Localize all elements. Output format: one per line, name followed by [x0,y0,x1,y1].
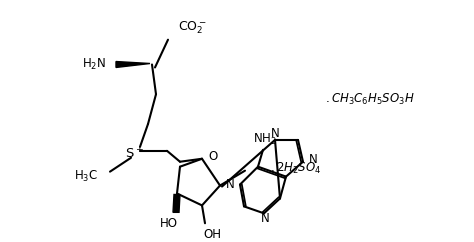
Text: $\mathregular{CO_2^-}$: $\mathregular{CO_2^-}$ [178,20,207,36]
Text: O: O [208,150,217,163]
Text: HO: HO [160,217,178,230]
Text: $\mathregular{H_2N}$: $\mathregular{H_2N}$ [82,57,106,72]
Text: $.CH_3C_6H_5SO_3H$: $.CH_3C_6H_5SO_3H$ [325,92,415,107]
Text: N: N [309,153,318,166]
Text: N: N [271,128,279,140]
Text: N: N [261,212,269,225]
Text: OH: OH [203,228,221,241]
Polygon shape [173,195,180,212]
Polygon shape [116,61,150,68]
Text: $\mathregular{S^+}$: $\mathregular{S^+}$ [126,146,145,161]
Text: $.2H_2SO_4$: $.2H_2SO_4$ [270,161,321,176]
Text: $\mathregular{H_3C}$: $\mathregular{H_3C}$ [74,169,98,184]
Text: N: N [226,178,235,191]
Text: $\mathregular{NH_2}$: $\mathregular{NH_2}$ [253,132,277,147]
